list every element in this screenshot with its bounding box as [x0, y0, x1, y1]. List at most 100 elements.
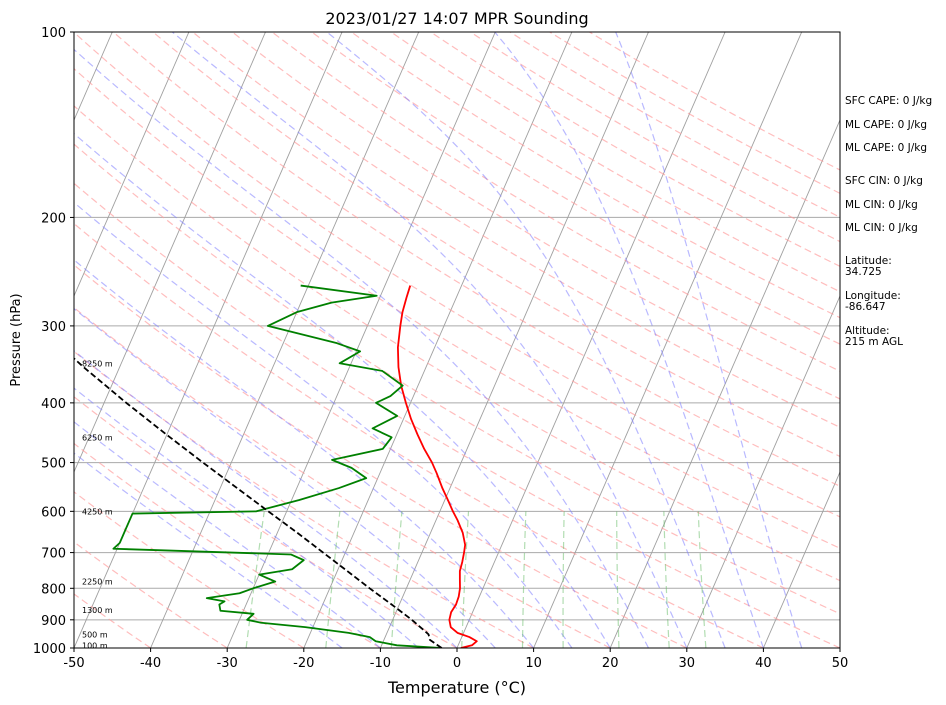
x-tick-label: -50	[63, 656, 84, 671]
isotherm-line	[74, 32, 266, 474]
sounding-parameter: ML CAPE: 0 J/kg	[845, 142, 927, 154]
x-tick-label: -30	[217, 656, 238, 671]
dry-adiabat	[74, 306, 611, 648]
dry-adiabat	[112, 32, 840, 487]
parcel-line	[74, 357, 443, 648]
x-tick-label: -20	[293, 656, 314, 671]
isotherm-line	[150, 32, 420, 648]
isotherm-line	[74, 32, 343, 648]
dry-adiabat	[192, 32, 840, 429]
y-tick-label: 500	[41, 457, 66, 472]
sounding-parameter: ML CIN: 0 J/kg	[845, 199, 918, 211]
dry-adiabat	[430, 32, 840, 268]
y-tick-label: 400	[41, 397, 66, 412]
height-label: 500 m	[82, 630, 108, 639]
x-tick-label: -10	[370, 656, 391, 671]
dry-adiabat	[74, 143, 840, 615]
mixing-ratio-line	[461, 511, 470, 648]
y-tick-label: 700	[41, 547, 66, 562]
y-tick-label: 100	[41, 26, 66, 41]
y-axis: 1000 900 800 700 600 500 400 300 200 100	[33, 26, 74, 657]
y-axis-label: Pressure (hPa)	[9, 293, 24, 386]
moist-adiabat	[494, 32, 764, 648]
mixing-ratio-line	[245, 511, 265, 648]
dry-adiabat	[74, 541, 228, 648]
dry-adiabat	[311, 32, 840, 345]
x-axis-label: Temperature (°C)	[387, 678, 526, 697]
temperature-line	[397, 285, 478, 648]
dry-adiabat	[589, 32, 840, 171]
y-tick-label: 600	[41, 505, 66, 520]
dewpoint-line	[112, 284, 442, 648]
chart-title: 2023/01/27 14:07 MPR Sounding	[325, 9, 588, 28]
sounding-parameter: SFC CIN: 0 J/kg	[845, 175, 923, 187]
dry-adiabat	[74, 222, 764, 648]
sounding-parameter: 215 m AGL	[845, 336, 903, 348]
y-tick-label: 900	[41, 614, 66, 629]
mixing-ratio-line	[562, 511, 565, 648]
isotherm-line	[379, 32, 649, 648]
y-tick-label: 200	[41, 211, 66, 226]
height-labels: 100 m 500 m 1300 m 2250 m 4250 m 6250 m 8250 m	[82, 359, 113, 650]
isotherm-line	[74, 32, 190, 298]
x-tick-label: 30	[679, 656, 696, 671]
moist-adiabat	[74, 387, 420, 648]
isotherm-line	[456, 32, 726, 648]
sounding-parameter: -86.647	[845, 301, 886, 313]
dry-adiabat	[74, 491, 305, 648]
height-label: 8250 m	[82, 359, 113, 368]
dry-adiabat	[74, 182, 840, 648]
moist-adiabat	[74, 48, 650, 648]
dry-adiabat	[470, 32, 840, 243]
moist-adiabat	[326, 32, 726, 648]
x-tick-label: 40	[755, 656, 772, 671]
height-label: 1300 m	[82, 606, 113, 615]
mixing-ratio-line	[521, 511, 527, 648]
isotherm-line	[303, 32, 573, 648]
dry-adiabat	[549, 32, 840, 195]
sounding-parameter: SFC CAPE: 0 J/kg	[845, 95, 932, 107]
sounding-parameter: Latitude:	[845, 255, 892, 267]
y-tick-label: 300	[41, 320, 66, 335]
sounding-parameter: 34.725	[845, 266, 882, 278]
sounding-parameter: Longitude:	[845, 290, 901, 302]
isotherm-line	[226, 32, 496, 648]
mixing-ratio-line	[697, 511, 707, 648]
mixing-ratio-line	[616, 511, 620, 648]
isotherm-line	[686, 294, 840, 648]
x-tick-label: -40	[140, 656, 161, 671]
sounding-parameter: ML CAPE: 0 J/kg	[845, 119, 927, 131]
dry-adiabat	[74, 396, 458, 648]
x-tick-label: 0	[453, 656, 461, 671]
dry-adiabat	[74, 105, 840, 582]
height-label: 6250 m	[82, 433, 113, 442]
dry-adiabat	[231, 32, 840, 400]
dry-adiabat	[74, 264, 688, 648]
moist-adiabat	[74, 350, 458, 648]
sounding-parameters: SFC CAPE: 0 J/kg ML CAPE: 0 J/kg ML CAPE: …	[845, 95, 932, 348]
background-lines	[74, 32, 840, 648]
moist-adiabat	[74, 259, 535, 648]
isotherm-line	[609, 118, 840, 648]
sounding-parameter: ML CIN: 0 J/kg	[845, 222, 918, 234]
height-label: 2250 m	[82, 578, 113, 587]
dry-adiabat	[74, 32, 840, 518]
mixing-ratio-line	[390, 511, 403, 648]
profile-lines	[74, 284, 478, 648]
moist-adiabat	[74, 132, 611, 648]
dry-adiabat	[74, 67, 840, 549]
x-axis: -50 -40 -30 -20 -10 0 10 20 30 40 50	[63, 648, 848, 671]
x-tick-label: 10	[525, 656, 542, 671]
y-tick-label: 1000	[33, 642, 66, 657]
isotherm-line	[533, 32, 803, 648]
y-tick-label: 800	[41, 582, 66, 597]
height-label: 100 m	[82, 641, 108, 650]
moist-adiabat	[171, 32, 688, 648]
x-tick-label: 50	[832, 656, 849, 671]
dry-adiabat	[271, 32, 840, 372]
sounding-parameter: Altitude:	[845, 325, 890, 337]
isotherm-line	[762, 470, 840, 648]
x-tick-label: 20	[602, 656, 619, 671]
